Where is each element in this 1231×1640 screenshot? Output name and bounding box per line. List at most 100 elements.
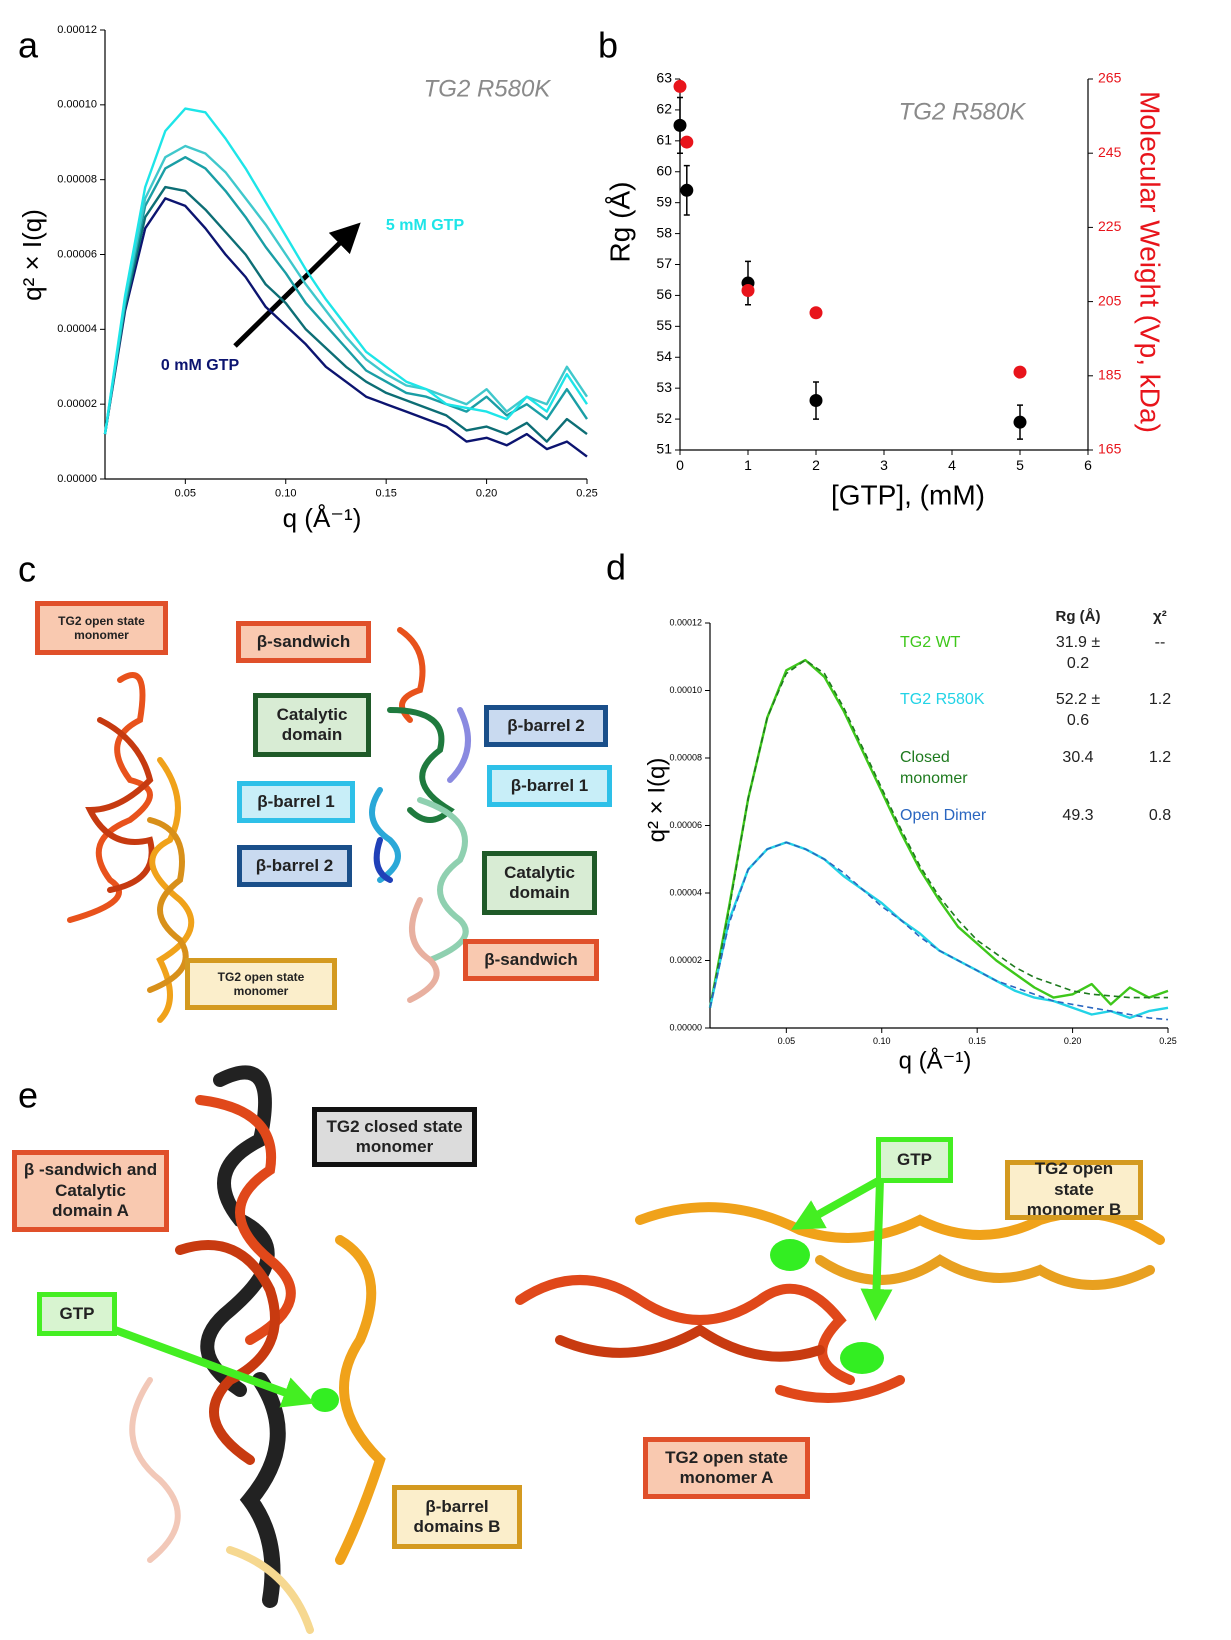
- label-box: TG2 open state monomer A: [643, 1437, 810, 1499]
- x-tick-label: 6: [1084, 457, 1092, 473]
- table-cell: 52.2 ± 0.6: [1055, 691, 1101, 729]
- legend-entry: Open Dimer: [900, 807, 987, 824]
- data-line: [103, 197, 588, 458]
- y2-tick-label: 185: [1098, 367, 1122, 383]
- y-axis-label: Rg (Å): [604, 182, 635, 263]
- table-cell: 1.2: [1148, 749, 1172, 766]
- gtp-arrow: [791, 1176, 882, 1230]
- data-line: [103, 185, 588, 443]
- x-tick-label: 0.20: [1064, 1036, 1082, 1046]
- y-tick-label: 0.00002: [669, 955, 702, 965]
- annotation: 0 mM GTP: [161, 357, 240, 374]
- y-tick-label: 0.00002: [57, 398, 97, 410]
- x-tick-label: 3: [880, 457, 888, 473]
- structure-monomer: [67, 672, 195, 1023]
- data-line: [103, 107, 588, 435]
- y2-tick-label: 225: [1098, 218, 1122, 234]
- y-tick-label: 0.00008: [669, 752, 702, 762]
- legend-entry: Closed monomer: [900, 749, 968, 787]
- annotation: 5 mM GTP: [386, 217, 465, 234]
- y2-tick-label: 245: [1098, 144, 1122, 160]
- label-box: GTP: [876, 1137, 953, 1183]
- label-box: β-sandwich: [463, 939, 599, 981]
- y-tick-label: 55: [656, 317, 672, 333]
- panel-label: a: [18, 25, 39, 66]
- y-tick-label: 0.00012: [57, 24, 97, 36]
- y-tick-label: 52: [656, 410, 672, 426]
- y-tick-label: 0.00000: [669, 1022, 702, 1032]
- x-tick-label: 0.05: [175, 488, 196, 500]
- label-box: TG2 open state monomer: [35, 601, 168, 655]
- y2-tick-label: 165: [1098, 441, 1122, 457]
- y-tick-label: 0.00000: [57, 473, 97, 485]
- table-cell: 31.9 ± 0.2: [1055, 634, 1101, 672]
- table-header: Rg (Å): [1055, 608, 1101, 625]
- legend-entry: TG2 WT: [900, 634, 961, 651]
- data-line: [709, 841, 1169, 1021]
- x-tick-label: 0.10: [873, 1036, 891, 1046]
- x-axis-label: q (Å⁻¹): [899, 1046, 972, 1074]
- y-tick-label: 54: [656, 348, 672, 364]
- data-point: [680, 183, 694, 197]
- table-cell: 0.8: [1148, 807, 1172, 824]
- data-point: [673, 118, 687, 132]
- label-box: β-barrel 2: [237, 845, 352, 887]
- label-box: TG2 open state monomer: [185, 958, 337, 1010]
- y-tick-label: 53: [656, 379, 672, 395]
- data-line: [103, 156, 588, 435]
- gtp-site: [311, 1388, 339, 1412]
- y-tick-label: 0.00012: [669, 617, 702, 627]
- structure-open-dimer: [515, 1202, 1165, 1403]
- trend-arrow: [233, 222, 361, 348]
- label-box: TG2 closed state monomer: [312, 1107, 477, 1167]
- data-line: [709, 659, 1168, 1008]
- y-tick-label: 59: [656, 193, 672, 209]
- data-point: [673, 79, 687, 93]
- structure-dimer: [369, 627, 471, 1003]
- panel-label: c: [18, 549, 36, 590]
- chart: 0.00000 0.00002 0.00004 0.00006 0.00008 0.000…: [17, 24, 598, 533]
- x-tick-label: 0.25: [576, 488, 597, 500]
- annotation: TG2 R580K: [424, 75, 552, 102]
- y-tick-label: 0.00008: [57, 174, 97, 186]
- gtp-site: [770, 1239, 810, 1271]
- x-tick-label: 2: [812, 457, 820, 473]
- label-box: β-barrel 1: [487, 765, 612, 807]
- y-tick-label: 56: [656, 286, 672, 302]
- panel-label: b: [598, 25, 618, 66]
- table-cell: 49.3: [1062, 807, 1094, 824]
- data-point: [809, 394, 823, 408]
- y-tick-label: 60: [656, 162, 672, 178]
- table-cell: 1.2: [1148, 691, 1172, 708]
- y-axis-label: q² × I(q): [17, 209, 47, 301]
- y-tick-label: 58: [656, 224, 672, 240]
- x-tick-label: 5: [1016, 457, 1024, 473]
- y-axis-label: q² × I(q): [643, 758, 670, 843]
- table-header: χ²: [1153, 608, 1167, 625]
- data-line: [103, 144, 588, 435]
- data-point: [1013, 365, 1027, 379]
- x-tick-label: 0.25: [1159, 1036, 1177, 1046]
- gtp-arrow: [860, 1179, 893, 1321]
- y-tick-label: 57: [656, 255, 672, 271]
- y-tick-label: 51: [656, 441, 672, 457]
- legend-entry: TG2 R580K: [900, 691, 985, 708]
- panel-label: e: [18, 1075, 38, 1116]
- y-tick-label: 61: [656, 132, 672, 148]
- y-tick-label: 63: [656, 70, 672, 86]
- gtp-arrow: [113, 1326, 316, 1408]
- y-tick-label: 0.00006: [57, 248, 97, 260]
- x-tick-label: 0.15: [375, 488, 396, 500]
- y2-tick-label: 205: [1098, 292, 1122, 308]
- chart: 0.00000 0.00002 0.00004 0.00006 0.00008 0.000…: [643, 617, 1176, 1074]
- y-tick-label: 0.00010: [57, 99, 97, 111]
- label-box: TG2 open state monomer B: [1005, 1159, 1143, 1220]
- label-box: β-sandwich: [236, 621, 371, 663]
- label-box: Catalytic domain: [253, 693, 371, 757]
- y-tick-label: 0.00004: [669, 887, 702, 897]
- gtp-site: [840, 1342, 884, 1374]
- x-tick-label: 1: [744, 457, 752, 473]
